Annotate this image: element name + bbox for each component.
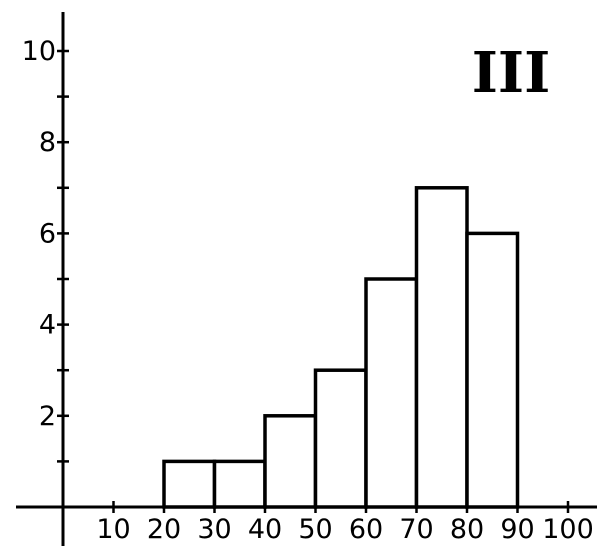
histogram-bar-50-60 (313, 368, 368, 509)
y-tick-label: 2 (39, 401, 56, 432)
x-tick-label: 80 (450, 514, 484, 545)
x-tick-label: 10 (96, 514, 130, 545)
bars-layer (162, 186, 520, 509)
x-tick-label: 50 (298, 514, 332, 545)
y-tick-label: 8 (39, 127, 56, 158)
x-tick-label: 30 (197, 514, 231, 545)
x-tick-label: 60 (349, 514, 383, 545)
x-tick-label: 70 (399, 514, 433, 545)
x-tick-label: 100 (542, 514, 594, 545)
y-tick-label: 4 (39, 310, 56, 341)
histogram-bar-40-50 (263, 414, 318, 509)
y-tick-label: 10 (22, 36, 56, 67)
histogram-bar-70-80 (414, 186, 469, 509)
histogram-bar-80-90 (465, 231, 520, 509)
x-tick-label: 40 (248, 514, 282, 545)
ticks-layer (57, 49, 570, 513)
histogram-bar-60-70 (364, 277, 419, 509)
tick-labels-layer: 2 4 6 8 10 10 20 30 40 50 60 70 80 90 100 (22, 36, 594, 545)
chart-title: III (472, 40, 551, 106)
y-tick-label: 6 (39, 218, 56, 249)
histogram-bar-30-40 (212, 459, 267, 509)
histogram-bar-20-30 (162, 459, 217, 509)
x-tick-label: 20 (147, 514, 181, 545)
x-tick-label: 90 (500, 514, 534, 545)
